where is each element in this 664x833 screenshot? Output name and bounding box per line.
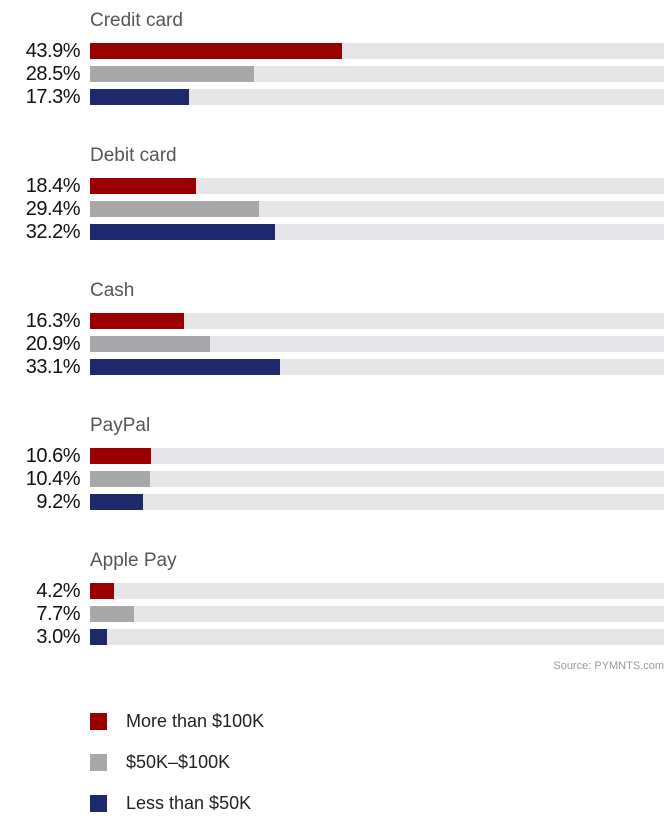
data-label: 33.1% bbox=[25, 356, 81, 378]
legend-label: Less than $50K bbox=[126, 793, 252, 813]
bar-track bbox=[90, 606, 664, 622]
legend-swatch bbox=[90, 713, 107, 730]
bar bbox=[90, 583, 115, 599]
bar-row: 10.6% bbox=[0, 445, 664, 467]
bar bbox=[90, 66, 254, 82]
bar-chart: Credit card 43.9% 28.5% 17.3% Debit card 18.4… bbox=[0, 10, 664, 648]
legend-swatch bbox=[90, 754, 107, 771]
group-title: Credit card bbox=[90, 10, 183, 31]
bar-row: 29.4% bbox=[0, 198, 664, 220]
data-label: 10.6% bbox=[25, 445, 81, 467]
bar-row: 4.2% bbox=[0, 580, 664, 602]
bar bbox=[90, 448, 151, 464]
bar-row: 9.2% bbox=[0, 491, 664, 513]
data-label: 32.2% bbox=[25, 221, 81, 243]
data-label: 7.7% bbox=[36, 603, 80, 625]
data-label: 18.4% bbox=[25, 175, 81, 197]
bar bbox=[90, 43, 342, 59]
data-label: 20.9% bbox=[25, 333, 81, 355]
source-note: Source: PYMNTS.com bbox=[553, 660, 664, 672]
data-label: 16.3% bbox=[25, 310, 81, 332]
bar bbox=[90, 629, 108, 645]
bar bbox=[90, 89, 190, 105]
bar-row: 18.4% bbox=[0, 175, 664, 197]
bar-row: 28.5% bbox=[0, 63, 664, 85]
bar-row: 43.9% bbox=[0, 40, 664, 62]
bar-track bbox=[90, 448, 664, 464]
bar bbox=[90, 224, 275, 240]
data-label: 3.0% bbox=[36, 626, 80, 648]
bar-track bbox=[90, 583, 664, 599]
bar-track bbox=[90, 313, 664, 329]
bar bbox=[90, 494, 143, 510]
data-label: 28.5% bbox=[25, 63, 81, 85]
bar-row: 32.2% bbox=[0, 221, 664, 243]
bar bbox=[90, 606, 135, 622]
bar bbox=[90, 359, 280, 375]
data-label: 17.3% bbox=[25, 86, 81, 108]
group-title: Debit card bbox=[90, 145, 177, 166]
bar-track bbox=[90, 178, 664, 194]
legend-swatch bbox=[90, 795, 107, 812]
bar bbox=[90, 201, 259, 217]
bar bbox=[90, 336, 210, 352]
legend-label: $50K–$100K bbox=[126, 752, 231, 772]
data-label: 9.2% bbox=[36, 491, 80, 513]
bar-row: 33.1% bbox=[0, 356, 664, 378]
bar-track bbox=[90, 224, 664, 240]
bar-row: 10.4% bbox=[0, 468, 664, 490]
bar-row: 3.0% bbox=[0, 626, 664, 648]
group-title: Cash bbox=[90, 280, 135, 301]
bar-track bbox=[90, 89, 664, 105]
bar-row: 17.3% bbox=[0, 86, 664, 108]
bar-row: 20.9% bbox=[0, 333, 664, 355]
bar-track bbox=[90, 494, 664, 510]
bar-track bbox=[90, 629, 664, 645]
bar-track bbox=[90, 336, 664, 352]
bar-track bbox=[90, 66, 664, 82]
data-label: 10.4% bbox=[25, 468, 81, 490]
bar-track bbox=[90, 43, 664, 59]
data-label: 4.2% bbox=[36, 580, 80, 602]
bar-row: 7.7% bbox=[0, 603, 664, 625]
bar bbox=[90, 178, 196, 194]
bar bbox=[90, 313, 184, 329]
data-label: 29.4% bbox=[25, 198, 81, 220]
bar-row: 16.3% bbox=[0, 310, 664, 332]
bar-track bbox=[90, 359, 664, 375]
group-title: Apple Pay bbox=[90, 550, 177, 571]
data-label: 43.9% bbox=[25, 40, 81, 62]
bar bbox=[90, 471, 150, 487]
bar-track bbox=[90, 201, 664, 217]
legend-label: More than $100K bbox=[126, 711, 265, 731]
group-title: PayPal bbox=[90, 415, 151, 436]
bar-track bbox=[90, 471, 664, 487]
